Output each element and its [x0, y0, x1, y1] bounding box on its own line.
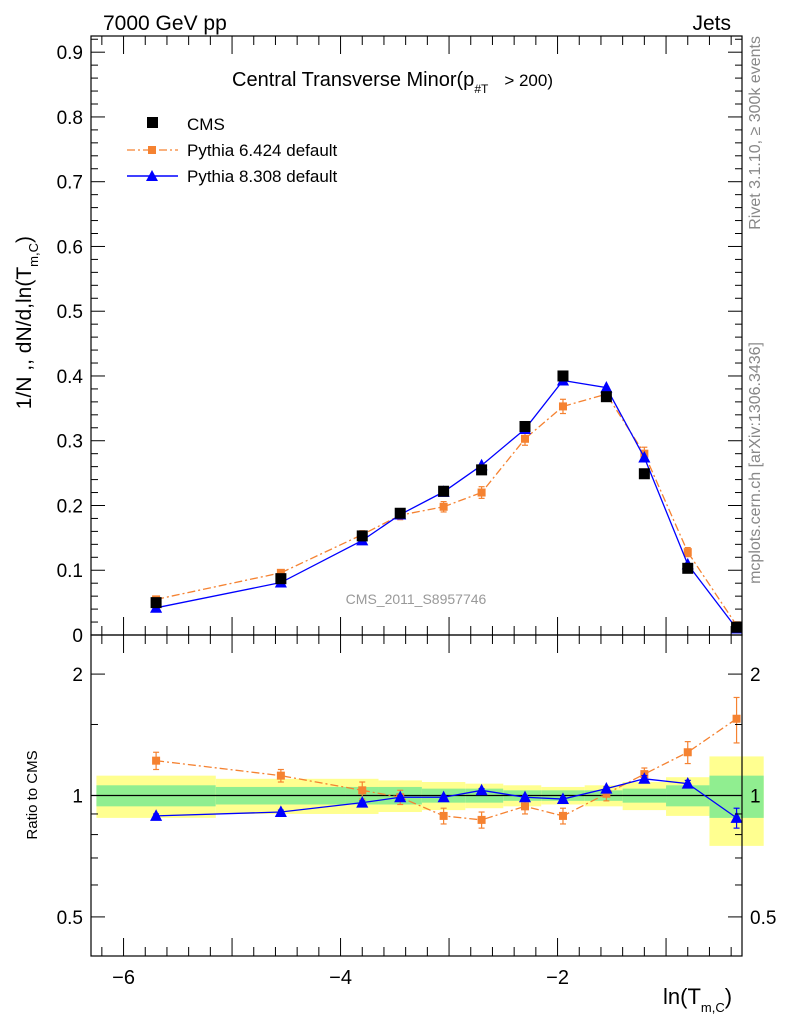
ratio-pythia6-point	[521, 802, 529, 811]
cms-point	[557, 370, 569, 382]
pythia6-point	[683, 548, 692, 557]
plot-title-cut: > 200)	[504, 71, 553, 90]
pythia6-point	[439, 502, 448, 511]
x-tick-label: −4	[329, 967, 352, 989]
main-y-tick-label: 0.6	[57, 237, 83, 258]
ratio-pythia6-point	[477, 815, 486, 824]
ratio-y-tick-label-right: 1	[750, 787, 761, 808]
cms-point	[638, 468, 650, 480]
x-tick-label: −2	[546, 967, 569, 989]
cms-point	[731, 621, 743, 633]
cms-point	[275, 573, 287, 585]
ratio-pythia8-point	[730, 811, 743, 823]
x-axis-title-close: )	[725, 984, 732, 1009]
main-y-axis-title: 1/N ,, dN/d,ln(Tm,C)	[13, 236, 41, 409]
legend-label-pythia6: Pythia 6.424 default	[187, 141, 338, 160]
pythia6-line	[155, 393, 738, 626]
ratio-series	[150, 696, 743, 829]
main-y-tick-label: 0.8	[57, 108, 83, 129]
main-series	[150, 370, 743, 634]
ratio-pythia8-line	[156, 778, 737, 819]
ratio-pythia8-point	[681, 777, 694, 789]
ratio-pythia6-point	[152, 756, 161, 765]
legend-label-cms: CMS	[187, 115, 225, 134]
header-left: 7000 GeV pp	[103, 12, 227, 35]
legend-marker-pythia8	[146, 170, 158, 181]
header-right: Jets	[692, 12, 731, 35]
x-axis-title-main: ln(T	[663, 984, 701, 1009]
cms-point	[682, 562, 694, 574]
ratio-pythia8-point	[518, 790, 532, 803]
analysis-watermark: CMS_2011_S8957746	[346, 591, 487, 607]
ratio-pythia6-line	[156, 718, 737, 821]
legend-marker-cms	[147, 117, 158, 128]
main-y-axis-title-main: 1/N ,, dN/d,ln(T	[13, 267, 36, 410]
main-axes: 0.1 0.2 0.3 0.4 0.5 0.6 0.7 0.8 0.9 0	[57, 36, 742, 647]
ratio-pythia8-point	[475, 783, 488, 796]
ratio-pythia8-point	[600, 782, 613, 794]
ratio-pythia6-point	[732, 714, 741, 723]
pythia8-line	[155, 379, 738, 629]
ratio-pythia6-point	[602, 789, 611, 798]
cms-point	[356, 530, 368, 542]
main-y-axis-title-close: )	[13, 236, 36, 243]
main-y-tick-label: 0.9	[57, 43, 83, 64]
cms-point	[438, 485, 450, 497]
cms-point	[150, 597, 162, 609]
ratio-axes: 0.5 0.5 1 1 2 2 −6 −4 −2	[57, 635, 776, 989]
ratio-pythia6-point	[683, 748, 692, 757]
ratio-y-tick-label: 2	[72, 665, 83, 686]
x-tick-label: −6	[112, 967, 135, 989]
ratio-y-tick-label-right: 2	[750, 665, 761, 686]
x-axis-title-sub: m,C	[701, 1000, 725, 1015]
main-y-tick-label: 0.4	[57, 367, 84, 388]
cms-point	[600, 391, 612, 403]
pythia6-point	[477, 488, 486, 497]
pythia6-point	[521, 434, 529, 443]
main-y-tick-label-zero: 0	[72, 626, 83, 647]
ratio-y-tick-label-right: 0.5	[750, 908, 776, 929]
x-axis-title: ln(Tm,C)	[663, 984, 732, 1015]
ratio-pythia6-point	[276, 771, 285, 780]
main-y-tick-label: 0.3	[57, 432, 83, 453]
legend-label-pythia8: Pythia 8.308 default	[187, 167, 338, 186]
plot-title-sub: #T	[474, 82, 489, 96]
legend-marker-pythia6	[148, 146, 156, 154]
rivet-label: Rivet 3.1.10, ≥ 300k events	[747, 36, 764, 230]
ratio-y-tick-label: 1	[72, 787, 83, 808]
ratio-pythia6-point	[439, 811, 448, 820]
ratio-bands	[96, 756, 764, 846]
cms-point	[394, 507, 406, 519]
mcplots-label: mcplots.cern.ch [arXiv:1306.3436]	[747, 342, 764, 584]
ratio-pythia8-point	[394, 790, 407, 803]
ratio-y-tick-label: 0.5	[57, 908, 83, 929]
plot-title-main: Central Transverse Minor(p	[232, 69, 474, 91]
pythia6-point	[276, 568, 285, 577]
ratio-pythia8-point	[274, 805, 287, 817]
ratio-pythia8-point	[356, 796, 369, 808]
pythia8-point	[600, 381, 613, 393]
main-y-tick-label: 0.7	[57, 173, 83, 194]
cms-point	[476, 464, 488, 476]
pythia6-point	[558, 402, 567, 411]
legend: CMS Pythia 6.424 default Pythia 8.308 de…	[127, 115, 338, 186]
ratio-pythia8-point	[150, 809, 163, 821]
main-y-tick-label: 0.5	[57, 302, 83, 323]
plot-title: Central Transverse Minor(p#T > 200)	[232, 69, 553, 96]
main-y-tick-label: 0.1	[57, 561, 83, 582]
ratio-pythia8-point	[437, 790, 450, 803]
pythia8-point	[638, 450, 651, 463]
ratio-pythia6-point	[558, 811, 567, 820]
ratio-pythia8-point	[556, 792, 570, 804]
main-y-tick-label: 0.2	[57, 496, 83, 517]
main-y-axis-title-sub: m,C	[26, 243, 41, 267]
ratio-pythia6-point	[358, 786, 367, 795]
ratio-pythia8-point	[638, 772, 651, 784]
cms-point	[519, 420, 531, 432]
ratio-y-axis-title: Ratio to CMS	[24, 750, 41, 839]
